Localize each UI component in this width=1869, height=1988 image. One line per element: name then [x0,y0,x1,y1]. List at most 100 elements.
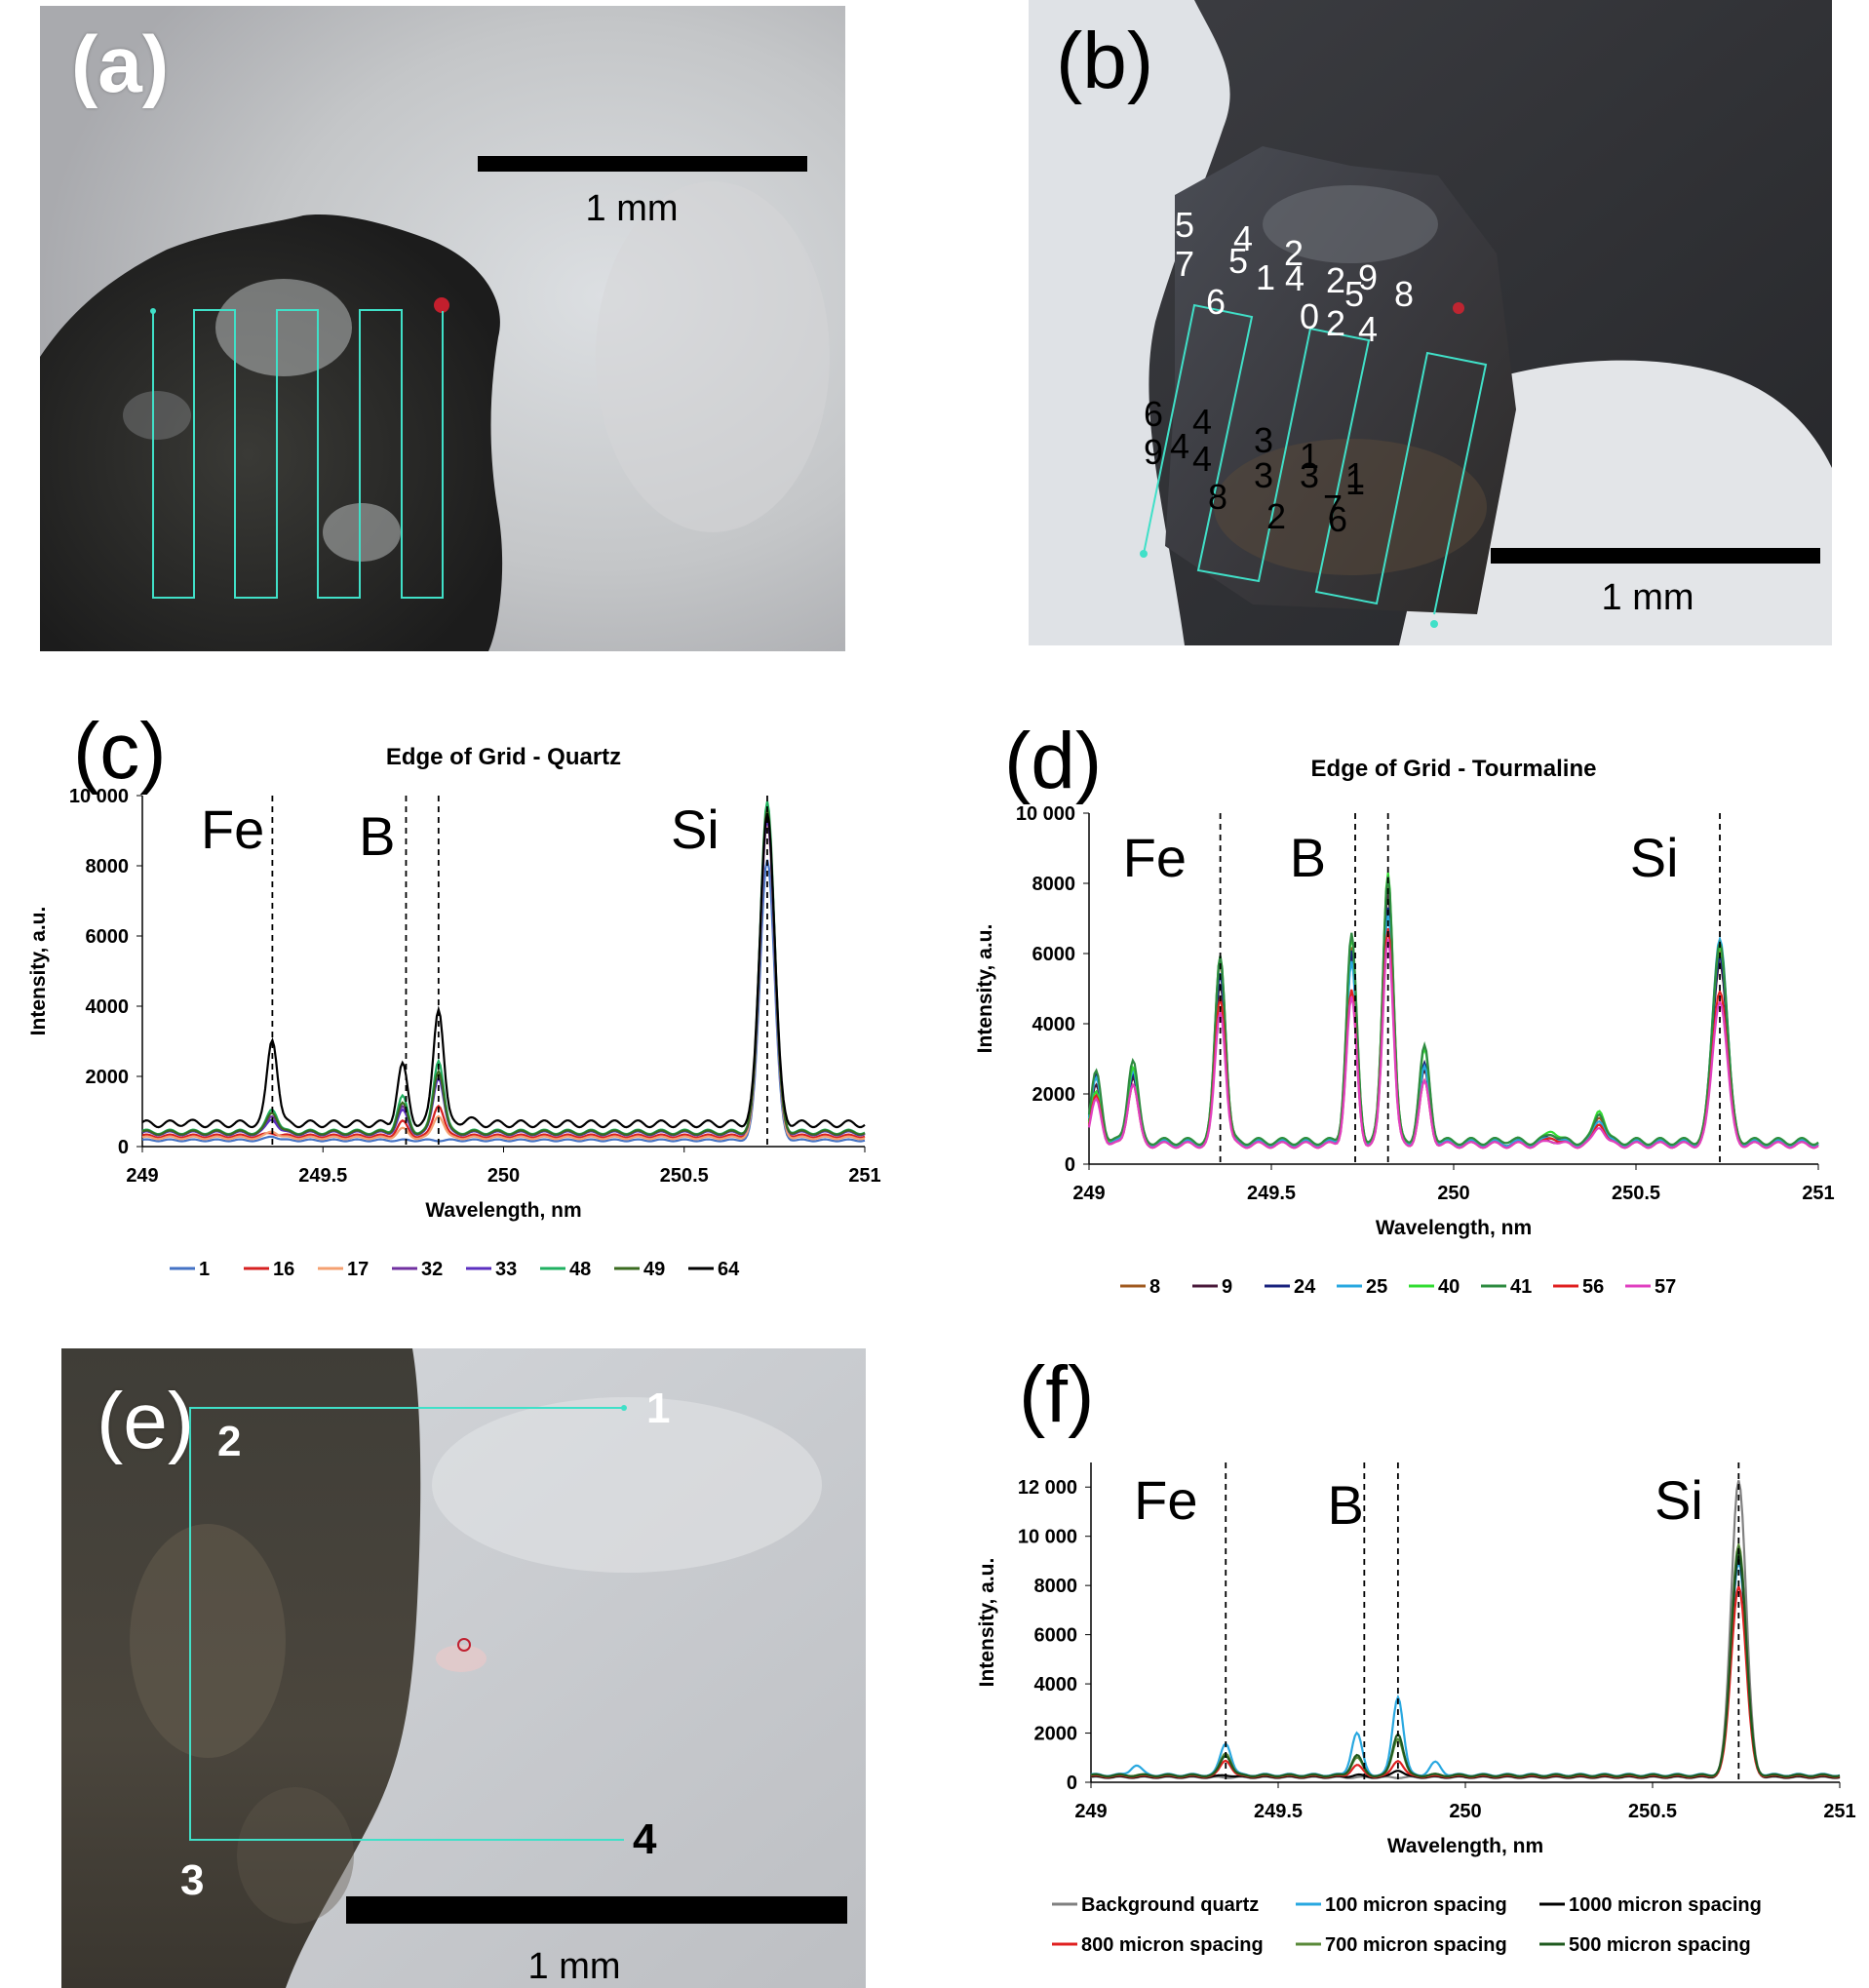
grid-point-label: 1 [1300,436,1319,476]
chart-d-svg: Edge of Grid - Tourmaline 0 2000 4000 6000 80… [974,756,1835,1298]
legend-entry: 33 [495,1259,517,1280]
grid-point-label: 5 [1344,274,1364,314]
grid-point-label: 3 [1254,420,1273,460]
x-tick-label: 250.5 [1628,1801,1677,1822]
y-tick-label: 2000 [1032,1084,1076,1106]
laser-spot-icon [1453,302,1464,314]
x-tick-label: 250.5 [660,1165,709,1187]
panel-label-e: (e) [97,1377,195,1465]
series-line-64 [141,812,866,1129]
chart-c: Edge of Grid - Quartz 0 2000 4000 6000 8000 10… [0,682,907,1306]
panel-label-a: (a) [71,20,170,109]
raster-path [189,1407,624,1841]
point-label-2: 2 [217,1418,241,1465]
x-tick-label: 250 [1437,1183,1469,1204]
grid-point-label: 1 [1345,455,1365,495]
grid-point-label: 6 [1144,394,1163,434]
x-tick-label: 251 [1823,1801,1855,1822]
element-label: Fe [1123,827,1187,888]
series-line-17 [141,821,866,1141]
scale-bar [346,1896,847,1924]
legend-entry: 1000 micron spacing [1569,1894,1762,1916]
grid-point-label: 8 [1394,274,1414,314]
y-tick-label: 8000 [1032,874,1076,895]
panel-label-f: (f) [1019,1350,1095,1439]
series-line-1 [141,859,866,1143]
x-tick-label: 249.5 [298,1165,347,1187]
legend-entry: 49 [643,1259,665,1280]
raster-path [152,309,444,599]
grid-point-label: 9 [1358,257,1378,297]
panel-label-b: (b) [1056,17,1154,105]
grid-point-label: 1 [1256,257,1275,297]
grid-point-label: 5 [1228,241,1248,281]
grid-point-label: 4 [1192,439,1212,479]
grid-point-label: 2 [1326,303,1345,343]
legend-entry: 800 micron spacing [1081,1934,1264,1956]
grid-point-labels: 5 4 27 5 1 4 2 9 86 052 46 4 3 149 43 3 118 2 76 [1144,205,1414,539]
y-axis-label: Intensity, a.u. [976,1558,998,1688]
grid-point-label: 7 [1175,244,1194,284]
x-tick-label: 249 [1074,1801,1107,1822]
legend-entry: 8 [1149,1276,1160,1298]
y-tick-label: 0 [1065,1154,1075,1176]
element-label: Fe [1134,1469,1197,1531]
legend-entry: 9 [1222,1276,1232,1298]
y-axis-label: Intensity, a.u. [27,907,50,1036]
legend-entry: Background quartz [1081,1894,1259,1916]
photo-a-image: 1 mm [40,6,845,651]
y-tick-label: 8000 [1034,1576,1078,1597]
grid-point-label: 4 [1358,309,1378,349]
grid-point-label: 2 [1266,496,1286,536]
photo-panel-a: 1 mm (a) [40,6,845,651]
legend-entry: 48 [569,1259,591,1280]
grid-point-label: 4 [1170,426,1189,466]
grid-point-label: 2 [1326,260,1345,300]
element-label: Si [1630,827,1679,888]
series-line-49 [141,807,866,1136]
chart-title: Edge of Grid - Quartz [386,744,621,770]
y-tick-label: 4000 [1034,1674,1078,1696]
grid-point-label: 9 [1144,432,1163,472]
legend-entry: 41 [1510,1276,1532,1298]
legend-entry: 17 [347,1259,369,1280]
y-tick-label: 4000 [86,996,130,1018]
photo-panel-e: 1 mm 1 2 3 4 (e) [61,1348,866,1988]
x-axis-label: Wavelength, nm [1376,1217,1532,1239]
legend-entry: 500 micron spacing [1569,1934,1751,1956]
chart-title: Edge of Grid - Tourmaline [1311,756,1597,782]
legend-entry: 700 micron spacing [1325,1934,1507,1956]
grid-point-label: 4 [1192,402,1212,442]
chart-f-svg: 0 2000 4000 6000 8000 10 000 12 000 249 249.5 250… [976,1462,1856,1956]
grid-point-label: 6 [1206,282,1226,322]
y-tick-label: 6000 [1034,1625,1078,1647]
panel-label-c: (c) [73,707,167,796]
y-axis-label: Intensity, a.u. [974,924,996,1054]
legend-entry: 40 [1438,1276,1460,1298]
grid-point-label: 3 [1300,455,1319,495]
y-tick-label: 10 000 [69,786,129,807]
legend-entry: 24 [1294,1276,1316,1298]
legend-entry: 32 [421,1259,443,1280]
photo-e-image: 1 mm 1 2 3 4 [61,1348,866,1988]
scale-bar [1491,548,1820,564]
x-tick-label: 250 [487,1165,520,1187]
element-label: B [1327,1474,1363,1536]
x-tick-label: 251 [848,1165,880,1187]
photo-b-image: 1 mm 5 4 27 5 1 4 2 9 86 052 46 4 3 149 43 3 118 2 76 [1029,0,1832,645]
scale-bar-label: 1 mm [586,188,679,229]
series-line-background-quartz [1090,1480,1841,1779]
legend-entry: 25 [1366,1276,1387,1298]
x-tick-label: 250.5 [1612,1183,1660,1204]
x-tick-label: 249 [1072,1183,1105,1204]
series-line-25 [1087,914,1819,1148]
scale-bar [478,156,807,172]
raster-path [1143,303,1488,615]
scale-bar-label: 1 mm [1602,577,1694,618]
legend-entry: 16 [273,1259,294,1280]
y-tick-label: 6000 [86,926,130,948]
x-tick-label: 249.5 [1254,1801,1303,1822]
series-line-56 [1087,927,1819,1150]
chart-d: Edge of Grid - Tourmaline 0 2000 4000 6000 80… [951,682,1869,1326]
